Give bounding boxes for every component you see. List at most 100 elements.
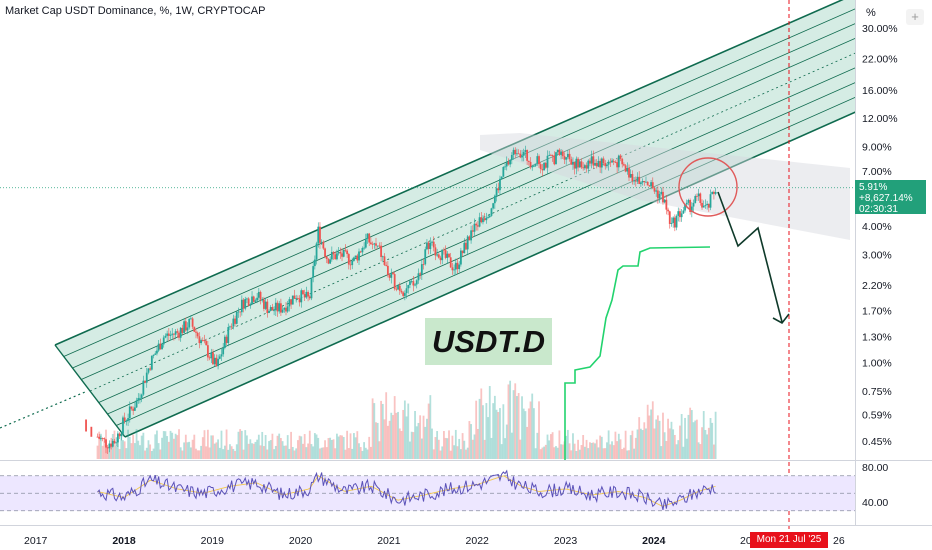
volume-bar (263, 446, 265, 459)
volume-bar (629, 435, 632, 459)
volume-bar (235, 444, 238, 459)
volume-bar (101, 445, 104, 459)
volume-bar (313, 433, 316, 459)
candle-body (437, 254, 440, 258)
volume-bar (159, 449, 162, 459)
volume-bar (125, 448, 128, 459)
candle-body (237, 311, 240, 313)
candle-body (257, 291, 260, 298)
volume-bar (212, 435, 214, 459)
volume-bar (662, 412, 664, 459)
channel-line (63, 8, 855, 357)
volume-bar (541, 447, 544, 459)
candle-body (191, 318, 194, 327)
candle-body (105, 439, 107, 448)
candle-body (424, 249, 427, 265)
volume-bar (437, 439, 440, 459)
volume-bar (127, 429, 129, 459)
candle-body (713, 191, 715, 194)
candle-body (533, 165, 535, 167)
volume-bar (320, 447, 323, 459)
candle-body (150, 355, 153, 370)
volume-bar (130, 443, 133, 459)
candle-body (475, 223, 478, 226)
candle-body (164, 335, 167, 338)
volume-bar (638, 417, 641, 459)
candle-body (370, 242, 372, 244)
volume-bar (594, 443, 596, 459)
volume-bar (555, 446, 557, 459)
volume-bar (480, 388, 483, 459)
volume-bar (412, 432, 415, 459)
volume-bar (582, 435, 585, 459)
candle-body (154, 353, 157, 355)
candle-body (646, 181, 649, 186)
candle-body (704, 205, 707, 206)
volume-bar (414, 410, 416, 459)
candle-body (527, 160, 530, 162)
candle-body (390, 272, 393, 278)
candle-body (638, 176, 641, 184)
candle-body (660, 191, 663, 194)
volume-bar (113, 430, 116, 459)
candle-body (504, 166, 506, 168)
volume-bar (502, 404, 505, 459)
volume-bar (206, 429, 209, 459)
candle-body (169, 334, 172, 336)
candle-body (113, 440, 116, 444)
volume-bar (174, 433, 177, 459)
x-tick-label: 2018 (112, 535, 136, 547)
channel-upper-line (54, 0, 844, 346)
bar-countdown: 02:30:31 (859, 204, 898, 215)
candle-body (488, 215, 491, 218)
volume-bar (181, 450, 184, 459)
add-indicator-button[interactable]: + (906, 9, 924, 25)
volume-bar (466, 447, 469, 459)
volume-bar (110, 445, 112, 459)
volume-bar (307, 443, 309, 459)
candle-body (213, 357, 216, 365)
regression-channel (0, 0, 855, 438)
candle-body (482, 218, 484, 223)
candle-body (128, 406, 131, 419)
candle-body (623, 164, 625, 166)
volume-bar (651, 401, 654, 459)
candle-body (502, 166, 505, 177)
candle-body (206, 345, 209, 358)
candle-body (490, 208, 493, 216)
volume-bar (137, 440, 140, 459)
candle-body (269, 307, 272, 311)
x-tick-label: 2024 (642, 535, 666, 547)
volume-bar (492, 403, 495, 459)
candle-body (366, 233, 369, 239)
candle-body (392, 272, 394, 275)
volume-bar (546, 434, 549, 459)
candle-body (582, 167, 585, 169)
volume-bar (585, 439, 588, 459)
volume-bar (322, 447, 325, 459)
volume-bar (709, 418, 712, 459)
volume-bar (551, 432, 554, 459)
candle-body (682, 210, 685, 214)
volume-bar (482, 405, 484, 459)
candle-body (188, 318, 191, 328)
y-tick-label: 4.00% (862, 221, 892, 233)
x-tick-label: 2019 (201, 535, 225, 547)
candle-body (159, 343, 162, 350)
volume-bar (381, 403, 384, 459)
volume-bar (655, 419, 658, 459)
candle-body (232, 318, 235, 327)
volume-bar (685, 438, 688, 459)
volume-bar (487, 417, 489, 459)
volume-bar (621, 449, 624, 459)
volume-bar (667, 418, 669, 459)
volume-bar (534, 448, 537, 459)
candle-body (183, 321, 186, 333)
volume-bar (478, 398, 481, 459)
volume-bar (344, 449, 347, 459)
candle-body (707, 203, 710, 208)
volume-bar (673, 434, 676, 459)
candle-body (643, 181, 646, 183)
